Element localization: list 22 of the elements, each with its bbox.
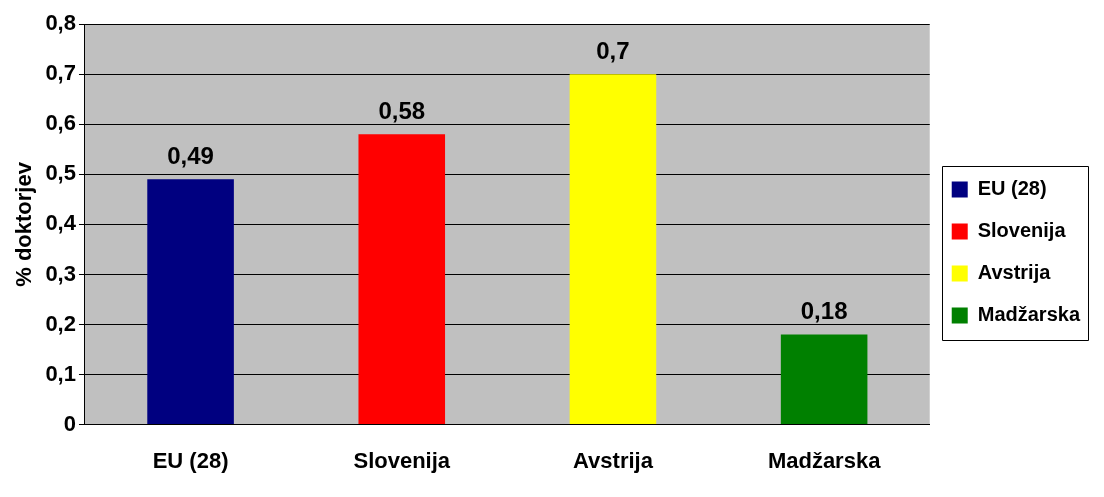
data-label: 0,49 (167, 141, 214, 169)
y-tick-label: 0,4 (45, 210, 77, 236)
x-tick-label: Slovenija (353, 447, 451, 473)
x-tick-label: EU (28) (152, 447, 229, 473)
x-tick-label: Avstrija (573, 447, 654, 473)
legend-label: Avstrija (977, 261, 1052, 284)
y-tick-label: 0,6 (45, 110, 76, 136)
y-tick-label: 0,7 (45, 60, 76, 86)
legend-label: Slovenija (977, 219, 1067, 242)
y-tick-label: 0,8 (45, 10, 76, 36)
y-tick-label: 0,5 (45, 160, 76, 186)
data-label: 0,7 (596, 36, 630, 64)
y-axis-title: % doktorjev (11, 161, 37, 287)
data-label: 0,58 (378, 96, 426, 124)
y-tick-label: 0,1 (45, 360, 76, 386)
y-tick-label: 0 (63, 410, 76, 436)
x-tick-label: Madžarska (767, 447, 882, 473)
legend-label: EU (28) (977, 177, 1047, 200)
legend-label: Madžarska (977, 303, 1081, 326)
y-tick-label: 0,3 (45, 260, 76, 286)
y-tick-label: 0,2 (45, 310, 76, 336)
data-label: 0,18 (800, 297, 848, 325)
